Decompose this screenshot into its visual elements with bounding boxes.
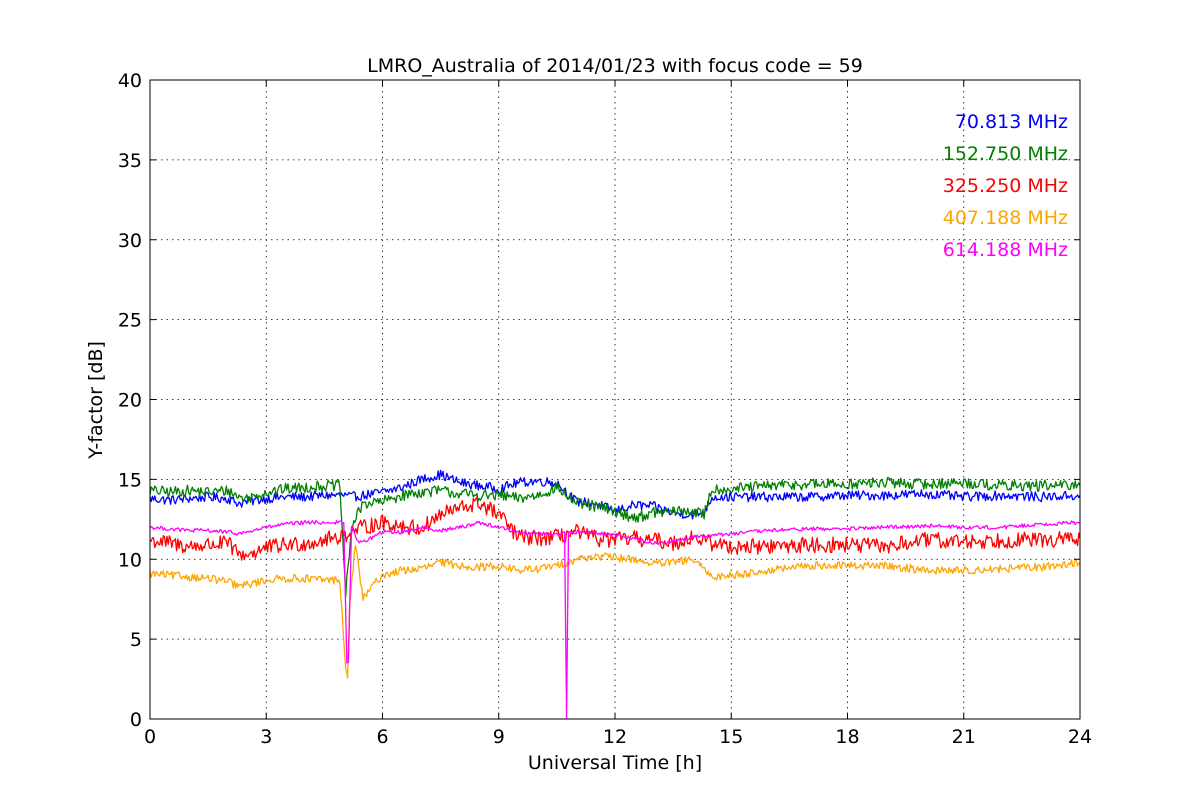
axis-ticks: 0 3 6 9 12 15 18 21 24 0 5 10 15 20 25 30 35 40 xyxy=(118,70,1092,748)
y-tick-label: 30 xyxy=(118,230,142,252)
series-line-4 xyxy=(150,519,1080,719)
x-tick-label: 9 xyxy=(493,726,505,748)
y-tick-label: 10 xyxy=(118,549,142,571)
x-tick-label: 6 xyxy=(376,726,388,748)
y-tick-label: 15 xyxy=(118,469,142,491)
x-tick-label: 18 xyxy=(835,726,859,748)
legend-entry-4: 614.188 MHz xyxy=(943,239,1068,261)
x-tick-label: 15 xyxy=(719,726,743,748)
series-line-2 xyxy=(150,496,1080,561)
x-axis-title: Universal Time [h] xyxy=(528,752,702,774)
legend-entry-2: 325.250 MHz xyxy=(943,175,1068,197)
y-tick-label: 20 xyxy=(118,390,142,412)
x-tick-label: 24 xyxy=(1068,726,1092,748)
series-layer xyxy=(150,469,1080,719)
y-tick-label: 35 xyxy=(118,150,142,172)
legend-entry-0: 70.813 MHz xyxy=(955,111,1068,133)
y-tick-label: 25 xyxy=(118,310,142,332)
x-tick-label: 12 xyxy=(603,726,627,748)
y-tick-label: 5 xyxy=(130,629,142,651)
y-axis-title: Y-factor [dB] xyxy=(85,341,107,460)
series-line-3 xyxy=(150,545,1080,679)
chart-title: LMRO_Australia of 2014/01/23 with focus … xyxy=(367,55,863,77)
legend: 70.813 MHz 152.750 MHz 325.250 MHz 407.188 … xyxy=(943,111,1068,261)
legend-entry-1: 152.750 MHz xyxy=(943,143,1068,165)
x-tick-label: 21 xyxy=(952,726,976,748)
y-tick-label: 40 xyxy=(118,70,142,92)
x-tick-label: 0 xyxy=(144,726,156,748)
legend-entry-3: 407.188 MHz xyxy=(943,207,1068,229)
grid-lines xyxy=(150,80,1080,719)
y-tick-label: 0 xyxy=(130,709,142,731)
series-line-1 xyxy=(150,476,1080,597)
x-tick-label: 3 xyxy=(260,726,272,748)
